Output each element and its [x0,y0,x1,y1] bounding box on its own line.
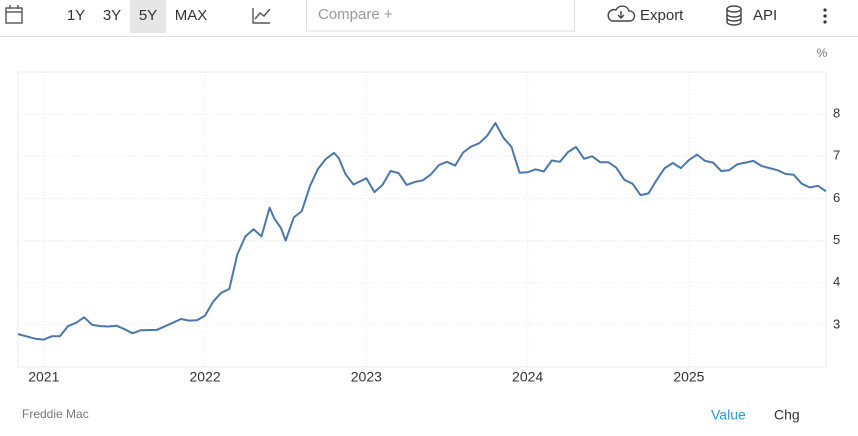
export-icon[interactable] [607,5,636,22]
range-button[interactable]: 3Y [103,7,121,24]
y-tick-label: 7 [833,148,840,163]
export-button[interactable]: Export [640,7,684,24]
y-tick-label: 5 [833,232,840,247]
x-tick-label: 2025 [673,369,704,385]
x-tick-label: 2024 [512,369,543,385]
compare-box[interactable] [306,0,575,32]
api-button[interactable]: API [753,7,777,24]
range-button[interactable]: 5Y [139,7,157,24]
compare-input[interactable]: Compare + [318,6,393,23]
x-tick-label: 2022 [190,369,221,385]
x-tick-label: 2021 [28,369,59,385]
source-label: Freddie Mac [22,407,89,421]
value-tab[interactable]: Value [711,407,746,423]
calendar-icon[interactable] [5,5,23,24]
chg-tab[interactable]: Chg [774,407,800,423]
y-tick-label: 3 [833,316,840,331]
data-line [17,122,827,341]
y-tick-label: 8 [833,106,840,121]
plot-area: 3 4 5 6 7 8 2021 2022 2023 2024 2025 [17,71,840,385]
y-tick-label: 4 [833,274,840,289]
plot-frame [17,71,827,368]
api-icon[interactable] [726,5,742,26]
y-unit: % [817,46,828,60]
menu-icon[interactable] [823,8,827,24]
chart-type-icon[interactable] [252,8,271,24]
range-selected [130,0,166,33]
range-button[interactable]: MAX [175,7,208,24]
y-tick-label: 6 [833,190,840,205]
x-tick-label: 2023 [351,369,382,385]
range-button[interactable]: 1Y [67,7,85,24]
